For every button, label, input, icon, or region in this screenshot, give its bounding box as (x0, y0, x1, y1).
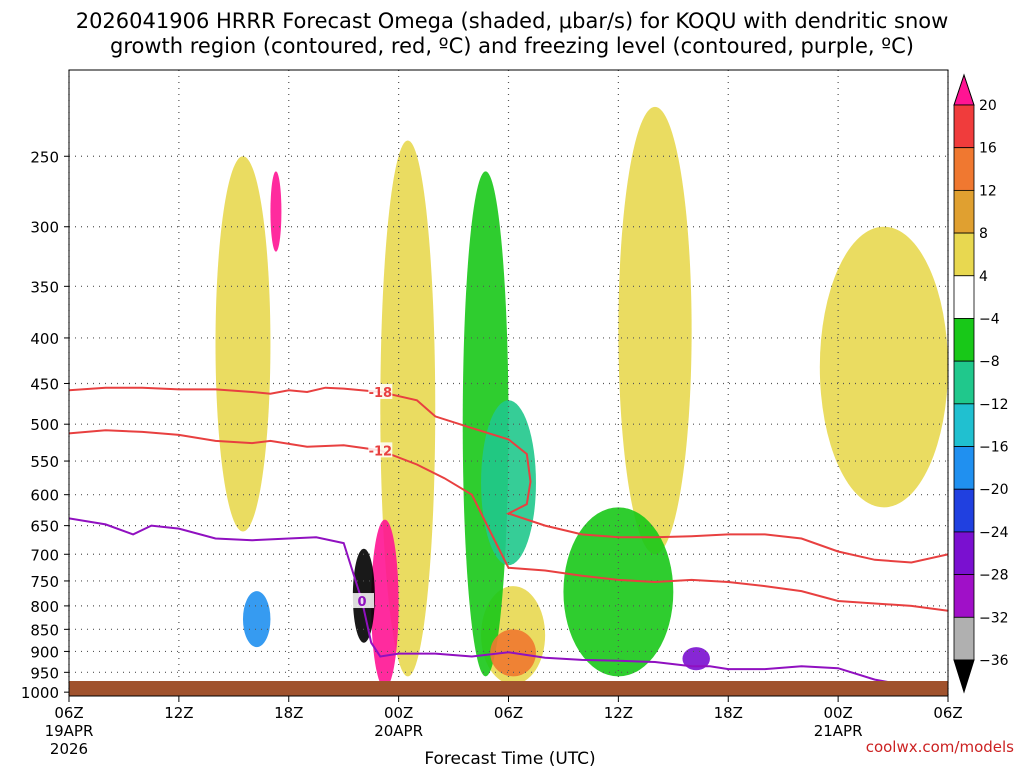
y-tick-label: 650 (30, 518, 59, 536)
y-tick-label: 500 (30, 416, 59, 434)
x-tick-label: 12Z (164, 704, 193, 722)
contour-label-bg (368, 442, 393, 458)
y-tick-label: 550 (30, 453, 59, 471)
omega-region-9 (371, 519, 399, 689)
omega-region-3 (215, 156, 271, 532)
y-tick-label: 1000 (21, 684, 59, 702)
omega-region-7 (481, 400, 536, 566)
omega-region-10 (270, 171, 282, 252)
omega-region-8 (242, 591, 271, 648)
y-tick-label: 950 (30, 664, 59, 682)
y-tick-label: 800 (30, 598, 59, 616)
y-tick-label: 250 (30, 148, 59, 166)
y-tick-label: 850 (30, 621, 59, 639)
colorbar-top-arrow (953, 73, 975, 106)
colorbar-label: 8 (979, 226, 988, 242)
colorbar-label: −20 (979, 482, 1009, 498)
x-tick-year: 2026 (50, 740, 88, 758)
colorbar-swatch (953, 232, 975, 277)
y-tick-label: 600 (30, 487, 59, 505)
x-tick-label: 12Z (604, 704, 633, 722)
colorbar-label: 4 (979, 269, 988, 285)
colorbar-swatch (953, 446, 975, 490)
colorbar-bottom-arrow (953, 659, 975, 694)
contour-line-dgz_minus12 (69, 429, 948, 612)
contour-label: 0 (357, 595, 366, 610)
x-tick-label: 06Z (933, 704, 962, 722)
grid-lines (68, 70, 949, 696)
x-tick-label: 18Z (274, 704, 303, 722)
y-tick-label: 450 (30, 375, 59, 393)
x-tick-label: 06Z (54, 704, 83, 722)
colorbar-label: −32 (979, 610, 1009, 626)
y-tick-label: 400 (30, 330, 59, 348)
x-tick-date: 21APR (814, 722, 863, 740)
contour-line-dgz_minus18 (69, 386, 948, 564)
y-tick-label: 900 (30, 643, 59, 661)
colorbar-label: 16 (979, 141, 997, 157)
omega-region-1 (618, 106, 692, 555)
x-tick-date: 19APR (45, 722, 94, 740)
colorbar-swatch (953, 104, 975, 149)
colorbar-label: −4 (979, 311, 1000, 327)
colorbar-swatch (953, 574, 975, 618)
x-tick-label: 00Z (384, 704, 413, 722)
colorbar-label: −36 (979, 653, 1009, 669)
temperature-contours: -12 -18 0 (69, 383, 948, 688)
colorbar: 20 16 12 8 4 −4 −8 −12 −16 −20 −24 −28 −32 −36 (953, 73, 1009, 694)
omega-region-6 (563, 507, 674, 677)
colorbar-label: −12 (979, 397, 1009, 413)
colorbar-label: −16 (979, 440, 1009, 456)
colorbar-label: −28 (979, 568, 1009, 584)
omega-shading (215, 106, 948, 689)
chart-title-line1: 2026041906 HRRR Forecast Omega (shaded, … (76, 9, 949, 33)
y-tick-label: 300 (30, 219, 59, 237)
x-tick-label: 18Z (714, 704, 743, 722)
colorbar-label: −8 (979, 354, 1000, 370)
colorbar-swatch (953, 360, 975, 405)
omega-region-12 (682, 647, 710, 671)
contour-label: -18 (369, 386, 393, 401)
x-tick-date: 20APR (374, 722, 423, 740)
x-axis-label: Forecast Time (UTC) (424, 749, 595, 768)
colorbar-swatch (953, 318, 975, 362)
contour-label: -12 (369, 444, 393, 459)
contour-label-bg (368, 383, 393, 399)
colorbar-swatch (953, 403, 975, 447)
y-axis: 250 300 350 400 450 500 550 600 650 700 750 800 850 9… (21, 148, 69, 702)
colorbar-swatch (953, 488, 975, 533)
omega-region-4 (819, 226, 948, 508)
y-tick-label: 350 (30, 278, 59, 296)
source-credit[interactable]: coolwx.com/models (866, 738, 1014, 756)
colorbar-swatch (953, 616, 975, 661)
x-tick-label: 00Z (823, 704, 852, 722)
contour-line-freezing_level (69, 517, 948, 688)
colorbar-swatch (953, 147, 975, 191)
x-tick-label: 06Z (494, 704, 523, 722)
colorbar-label: −24 (979, 525, 1009, 541)
y-tick-label: 750 (30, 573, 59, 591)
y-tick-label: 700 (30, 546, 59, 564)
contour-label-bg (350, 593, 374, 609)
colorbar-label: 12 (979, 183, 997, 199)
colorbar-swatch (953, 189, 975, 234)
ground-surface (69, 681, 948, 696)
chart-title-line2: growth region (contoured, red, ºC) and f… (110, 34, 914, 58)
colorbar-swatch (953, 275, 975, 319)
colorbar-swatch (953, 531, 975, 576)
colorbar-label: 20 (979, 98, 997, 114)
